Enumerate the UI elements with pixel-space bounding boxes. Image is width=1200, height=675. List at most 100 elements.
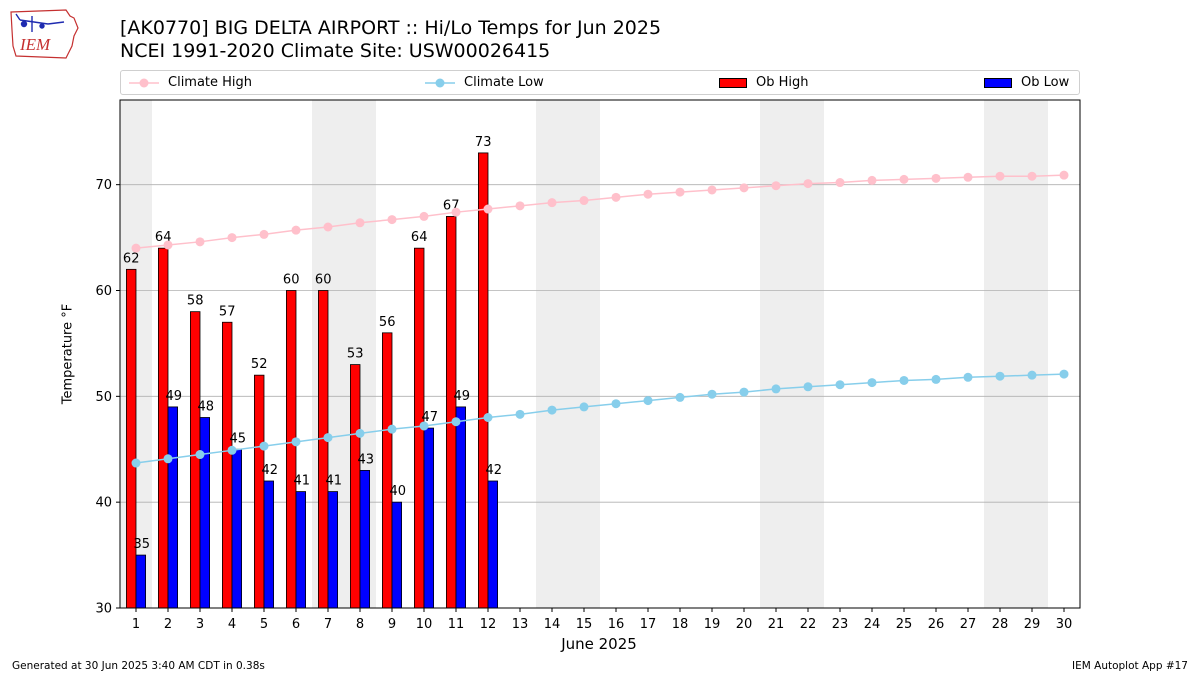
- y-tick-label: 30: [95, 602, 112, 617]
- climate-low-point: [899, 375, 909, 385]
- ob-low-value-label: 49: [454, 389, 471, 404]
- climate-low-point: [387, 424, 397, 434]
- ob-high-bar: [157, 247, 169, 609]
- ob-high-bar: [253, 374, 265, 609]
- climate-high-point: [547, 198, 557, 208]
- climate-low-point: [707, 389, 717, 399]
- climate-high-point: [963, 172, 973, 182]
- climate-high-point: [611, 192, 621, 202]
- ob-high-value-label: 62: [123, 251, 140, 266]
- legend-label-ob-high: Ob High: [756, 75, 809, 90]
- x-tick-label: 28: [992, 617, 1009, 632]
- ob-low-bar: [423, 427, 435, 609]
- x-tick-label: 26: [928, 617, 945, 632]
- climate-high-point: [227, 233, 237, 243]
- climate-low-point: [163, 454, 173, 464]
- ob-high-bar: [445, 216, 457, 609]
- generated-timestamp: Generated at 30 Jun 2025 3:40 AM CDT in …: [12, 660, 265, 672]
- x-tick-label: 14: [544, 617, 561, 632]
- climate-low-point: [1059, 369, 1069, 379]
- ob-high-value-label: 52: [251, 357, 268, 372]
- x-tick-label: 10: [416, 617, 433, 632]
- ob-low-value-label: 41: [326, 474, 343, 489]
- climate-high-point: [291, 225, 301, 235]
- legend-label-climate-high: Climate High: [168, 75, 253, 90]
- climate-low-point: [515, 409, 525, 419]
- x-tick-label: 4: [228, 617, 236, 632]
- climate-high-point: [899, 174, 909, 184]
- ob-low-bar: [135, 554, 147, 609]
- climate-low-point: [227, 445, 237, 455]
- climate-high-point: [355, 218, 365, 228]
- ob-high-value-label: 53: [347, 347, 364, 362]
- climate-high-point: [451, 207, 461, 217]
- climate-high-point: [195, 237, 205, 247]
- x-tick-label: 30: [1056, 617, 1073, 632]
- x-tick-label: 19: [704, 617, 721, 632]
- climate-high-point: [579, 196, 589, 206]
- ob-high-value-label: 60: [315, 273, 332, 288]
- climate-high-point: [483, 204, 493, 214]
- ob-high-bar: [221, 321, 233, 609]
- ob-low-value-label: 40: [390, 484, 407, 499]
- climate-high-point: [707, 185, 717, 195]
- climate-low-point: [963, 372, 973, 382]
- x-axis-label: June 2025: [561, 635, 637, 653]
- ob-high-bar: [477, 152, 489, 609]
- x-tick-label: 24: [864, 617, 881, 632]
- legend-item-climate-high: Climate High: [129, 71, 252, 94]
- x-tick-label: 12: [480, 617, 497, 632]
- legend-item-ob-high: Ob High: [719, 71, 809, 94]
- ob-low-value-label: 42: [486, 463, 503, 478]
- climate-low-point: [451, 417, 461, 427]
- x-tick-label: 20: [736, 617, 753, 632]
- plot-frame: [119, 99, 1081, 609]
- climate-high-point: [1027, 171, 1037, 181]
- climate-low-point: [771, 384, 781, 394]
- ob-low-value-label: 35: [134, 537, 151, 552]
- climate-low-point: [611, 399, 621, 409]
- climate-low-point: [259, 441, 269, 451]
- climate-low-point: [483, 413, 493, 422]
- legend-label-climate-low: Climate Low: [464, 75, 544, 90]
- ob-low-value-label: 42: [262, 463, 279, 478]
- weekend-band: [536, 100, 568, 608]
- chart-legend: Climate High Climate Low Ob High Ob Low: [120, 70, 1080, 95]
- ob-low-bar: [455, 406, 467, 609]
- climate-high-point: [1059, 170, 1069, 180]
- climate-high-point: [803, 179, 813, 189]
- ob-low-bar: [231, 448, 243, 609]
- ob-low-bar: [359, 470, 371, 609]
- x-tick-label: 11: [448, 617, 465, 632]
- ob-low-bar: [487, 480, 499, 609]
- climate-high-point: [995, 171, 1005, 181]
- ob-high-bar: [317, 290, 329, 609]
- ob-high-bar: [381, 332, 393, 609]
- iem-logo: IEM: [10, 9, 79, 59]
- y-tick-label: 60: [95, 284, 112, 299]
- x-tick-label: 2: [164, 617, 172, 632]
- climate-low-point: [131, 458, 141, 468]
- weekend-band: [760, 100, 792, 608]
- x-tick-label: 22: [800, 617, 817, 632]
- x-tick-label: 6: [292, 617, 300, 632]
- chart-title: [AK0770] BIG DELTA AIRPORT :: Hi/Lo Temp…: [120, 17, 662, 39]
- x-tick-label: 7: [324, 617, 332, 632]
- climate-high-point: [771, 181, 781, 191]
- ob-low-value-label: 48: [198, 400, 215, 415]
- y-tick-label: 50: [95, 390, 112, 405]
- ob-low-bar: [199, 417, 211, 609]
- ob-low-value-label: 41: [294, 474, 311, 489]
- y-tick-label: 70: [95, 178, 112, 193]
- weekend-band: [792, 100, 824, 608]
- climate-low-point: [835, 380, 845, 390]
- ob-high-bar: [285, 290, 297, 609]
- climate-low-point: [547, 405, 557, 415]
- climate-low-point: [419, 421, 429, 431]
- x-tick-label: 3: [196, 617, 204, 632]
- x-tick-label: 5: [260, 617, 268, 632]
- ob-low-value-label: 49: [166, 389, 183, 404]
- ob-low-value-label: 45: [230, 431, 247, 446]
- climate-high-point: [643, 189, 653, 199]
- climate-high-point: [515, 201, 525, 211]
